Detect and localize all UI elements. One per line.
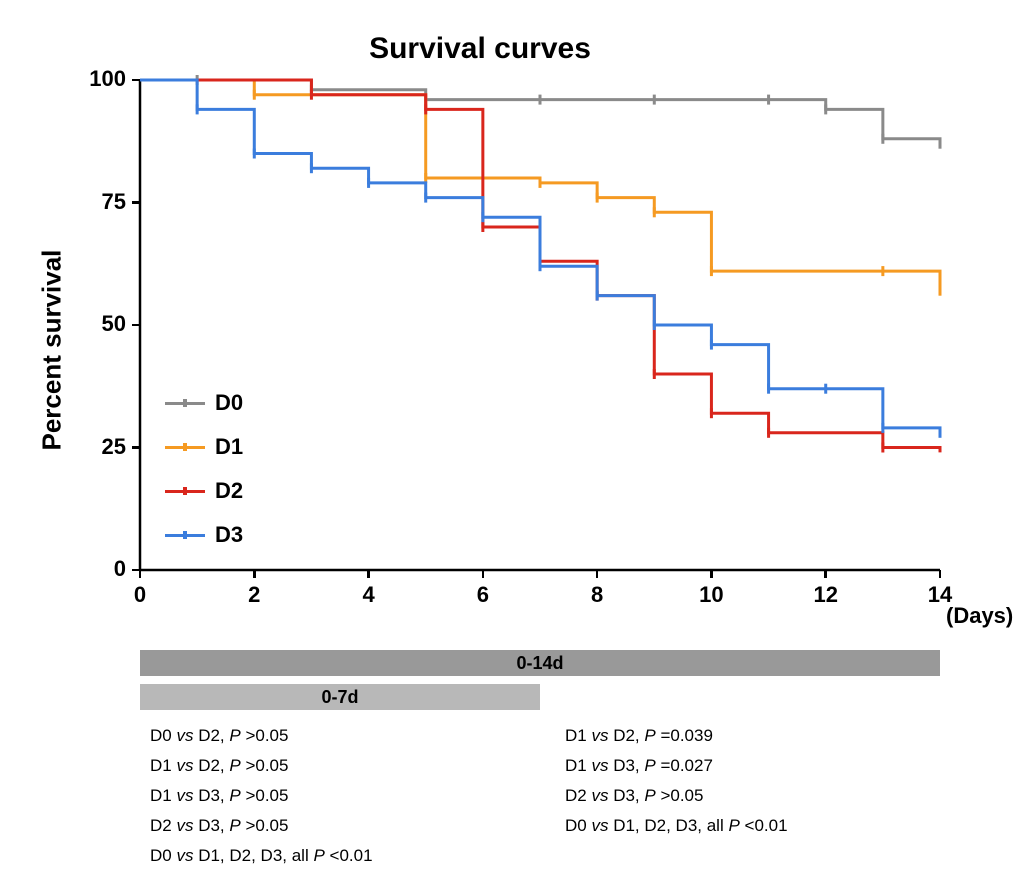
legend-label: D1 <box>215 434 243 460</box>
y-tick-label: 25 <box>66 434 126 460</box>
stats-line: D2 vs D3, P >0.05 <box>150 816 373 846</box>
x-tick-label: 4 <box>349 582 389 608</box>
legend-label: D0 <box>215 390 243 416</box>
survival-chart: Survival curves Percent survival (Days) … <box>20 20 1000 872</box>
y-tick-label: 100 <box>66 66 126 92</box>
x-tick-label: 2 <box>234 582 274 608</box>
legend-item-d0: D0 <box>165 390 243 416</box>
legend: D0 D1 D2 D3 <box>165 390 243 566</box>
stats-line: D1 vs D3, P =0.027 <box>565 756 788 786</box>
stats-line: D0 vs D1, D2, D3, all P <0.01 <box>565 816 788 846</box>
x-tick-label: 10 <box>691 582 731 608</box>
x-tick-label: 8 <box>577 582 617 608</box>
x-tick-label: 12 <box>806 582 846 608</box>
legend-label: D3 <box>215 522 243 548</box>
legend-item-d1: D1 <box>165 434 243 460</box>
plot-area <box>140 80 980 610</box>
stats-line: D1 vs D3, P >0.05 <box>150 786 373 816</box>
chart-title: Survival curves <box>20 32 940 66</box>
legend-item-d2: D2 <box>165 478 243 504</box>
x-tick-label: 0 <box>120 582 160 608</box>
time-bar-0-7d: 0-7d <box>140 684 540 710</box>
stats-line: D1 vs D2, P =0.039 <box>565 726 788 756</box>
y-tick-label: 50 <box>66 311 126 337</box>
x-tick-label: 14 <box>920 582 960 608</box>
legend-label: D2 <box>215 478 243 504</box>
stats-line: D0 vs D2, P >0.05 <box>150 726 373 756</box>
stats-line: D0 vs D1, D2, D3, all P <0.01 <box>150 846 373 876</box>
stats-line: D1 vs D2, P >0.05 <box>150 756 373 786</box>
y-tick-label: 75 <box>66 189 126 215</box>
y-axis-label: Percent survival <box>37 231 68 451</box>
y-tick-label: 0 <box>66 556 126 582</box>
legend-item-d3: D3 <box>165 522 243 548</box>
x-tick-label: 6 <box>463 582 503 608</box>
time-bar-0-14d: 0-14d <box>140 650 940 676</box>
stats-line: D2 vs D3, P >0.05 <box>565 786 788 816</box>
